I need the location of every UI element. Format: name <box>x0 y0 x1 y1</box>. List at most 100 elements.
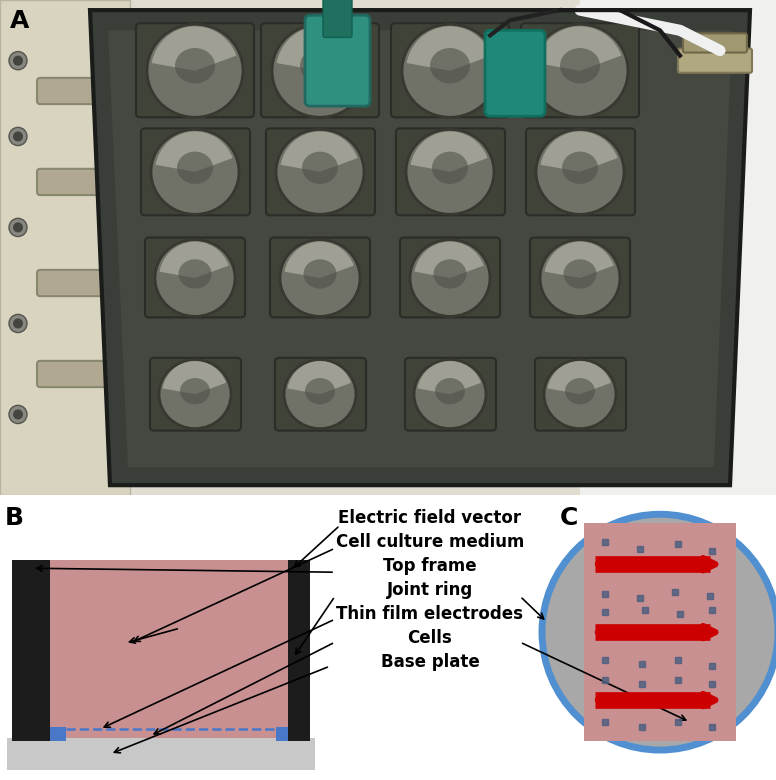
FancyBboxPatch shape <box>678 48 752 73</box>
Circle shape <box>13 55 23 66</box>
Ellipse shape <box>113 172 127 192</box>
Wedge shape <box>411 131 487 172</box>
Circle shape <box>13 410 23 420</box>
Text: Joint ring: Joint ring <box>387 581 473 599</box>
Text: A: A <box>10 9 29 34</box>
Wedge shape <box>281 131 358 172</box>
Bar <box>12 560 50 741</box>
Circle shape <box>9 51 27 69</box>
Ellipse shape <box>432 151 468 184</box>
FancyBboxPatch shape <box>150 358 241 431</box>
Bar <box>50 727 66 741</box>
FancyBboxPatch shape <box>391 23 509 117</box>
Wedge shape <box>537 27 622 71</box>
FancyBboxPatch shape <box>530 238 630 317</box>
Ellipse shape <box>113 273 127 293</box>
Wedge shape <box>414 242 483 278</box>
FancyBboxPatch shape <box>323 0 352 37</box>
Text: Top frame: Top frame <box>383 557 476 575</box>
Wedge shape <box>541 131 618 172</box>
Ellipse shape <box>151 129 239 215</box>
Ellipse shape <box>159 360 231 428</box>
Ellipse shape <box>410 239 490 317</box>
Polygon shape <box>90 10 750 485</box>
Ellipse shape <box>544 360 616 428</box>
FancyBboxPatch shape <box>37 361 128 387</box>
Wedge shape <box>417 361 481 394</box>
Ellipse shape <box>302 151 338 184</box>
FancyBboxPatch shape <box>275 358 366 431</box>
Wedge shape <box>156 131 233 172</box>
Ellipse shape <box>540 239 620 317</box>
Ellipse shape <box>280 239 360 317</box>
Wedge shape <box>160 242 229 278</box>
Ellipse shape <box>300 48 340 83</box>
FancyBboxPatch shape <box>145 238 245 317</box>
Polygon shape <box>108 30 732 467</box>
FancyBboxPatch shape <box>396 129 505 215</box>
FancyBboxPatch shape <box>400 238 500 317</box>
FancyBboxPatch shape <box>266 129 375 215</box>
Ellipse shape <box>147 24 243 117</box>
Circle shape <box>9 406 27 424</box>
Bar <box>276 727 288 741</box>
Ellipse shape <box>177 151 213 184</box>
FancyBboxPatch shape <box>37 270 128 296</box>
Wedge shape <box>285 242 354 278</box>
Ellipse shape <box>303 259 337 289</box>
Bar <box>584 523 736 741</box>
FancyBboxPatch shape <box>485 30 545 116</box>
Bar <box>580 0 776 495</box>
Text: Thin film electrodes: Thin film electrodes <box>337 605 524 623</box>
Wedge shape <box>287 361 351 394</box>
Ellipse shape <box>406 129 494 215</box>
Wedge shape <box>277 27 362 71</box>
Ellipse shape <box>305 378 335 404</box>
Circle shape <box>542 514 776 750</box>
Text: Cell culture medium: Cell culture medium <box>336 534 524 551</box>
Circle shape <box>13 131 23 141</box>
Ellipse shape <box>414 360 486 428</box>
Ellipse shape <box>562 151 598 184</box>
Ellipse shape <box>430 48 470 83</box>
Wedge shape <box>407 27 491 71</box>
FancyBboxPatch shape <box>141 129 250 215</box>
Ellipse shape <box>402 24 498 117</box>
Circle shape <box>13 318 23 328</box>
FancyBboxPatch shape <box>535 358 626 431</box>
Wedge shape <box>162 361 226 394</box>
FancyBboxPatch shape <box>37 78 128 104</box>
Text: B: B <box>5 506 24 530</box>
Ellipse shape <box>113 364 127 384</box>
Circle shape <box>13 222 23 232</box>
Text: C: C <box>560 506 578 530</box>
Ellipse shape <box>563 259 597 289</box>
Ellipse shape <box>155 239 235 317</box>
Ellipse shape <box>536 129 624 215</box>
Ellipse shape <box>565 378 595 404</box>
FancyBboxPatch shape <box>37 168 128 195</box>
Text: Base plate: Base plate <box>380 653 480 671</box>
Circle shape <box>9 127 27 146</box>
FancyBboxPatch shape <box>270 238 370 317</box>
Ellipse shape <box>532 24 628 117</box>
Circle shape <box>9 218 27 236</box>
Ellipse shape <box>180 378 210 404</box>
Ellipse shape <box>434 259 466 289</box>
Ellipse shape <box>175 48 215 83</box>
Ellipse shape <box>284 360 356 428</box>
Bar <box>50 560 288 738</box>
FancyBboxPatch shape <box>261 23 379 117</box>
Ellipse shape <box>178 259 212 289</box>
Ellipse shape <box>560 48 600 83</box>
FancyBboxPatch shape <box>683 34 747 52</box>
Bar <box>0 0 130 495</box>
Circle shape <box>9 314 27 332</box>
Ellipse shape <box>276 129 364 215</box>
FancyBboxPatch shape <box>526 129 635 215</box>
FancyBboxPatch shape <box>305 15 370 106</box>
Ellipse shape <box>435 378 465 404</box>
FancyBboxPatch shape <box>136 23 254 117</box>
Wedge shape <box>151 27 237 71</box>
Wedge shape <box>545 242 614 278</box>
